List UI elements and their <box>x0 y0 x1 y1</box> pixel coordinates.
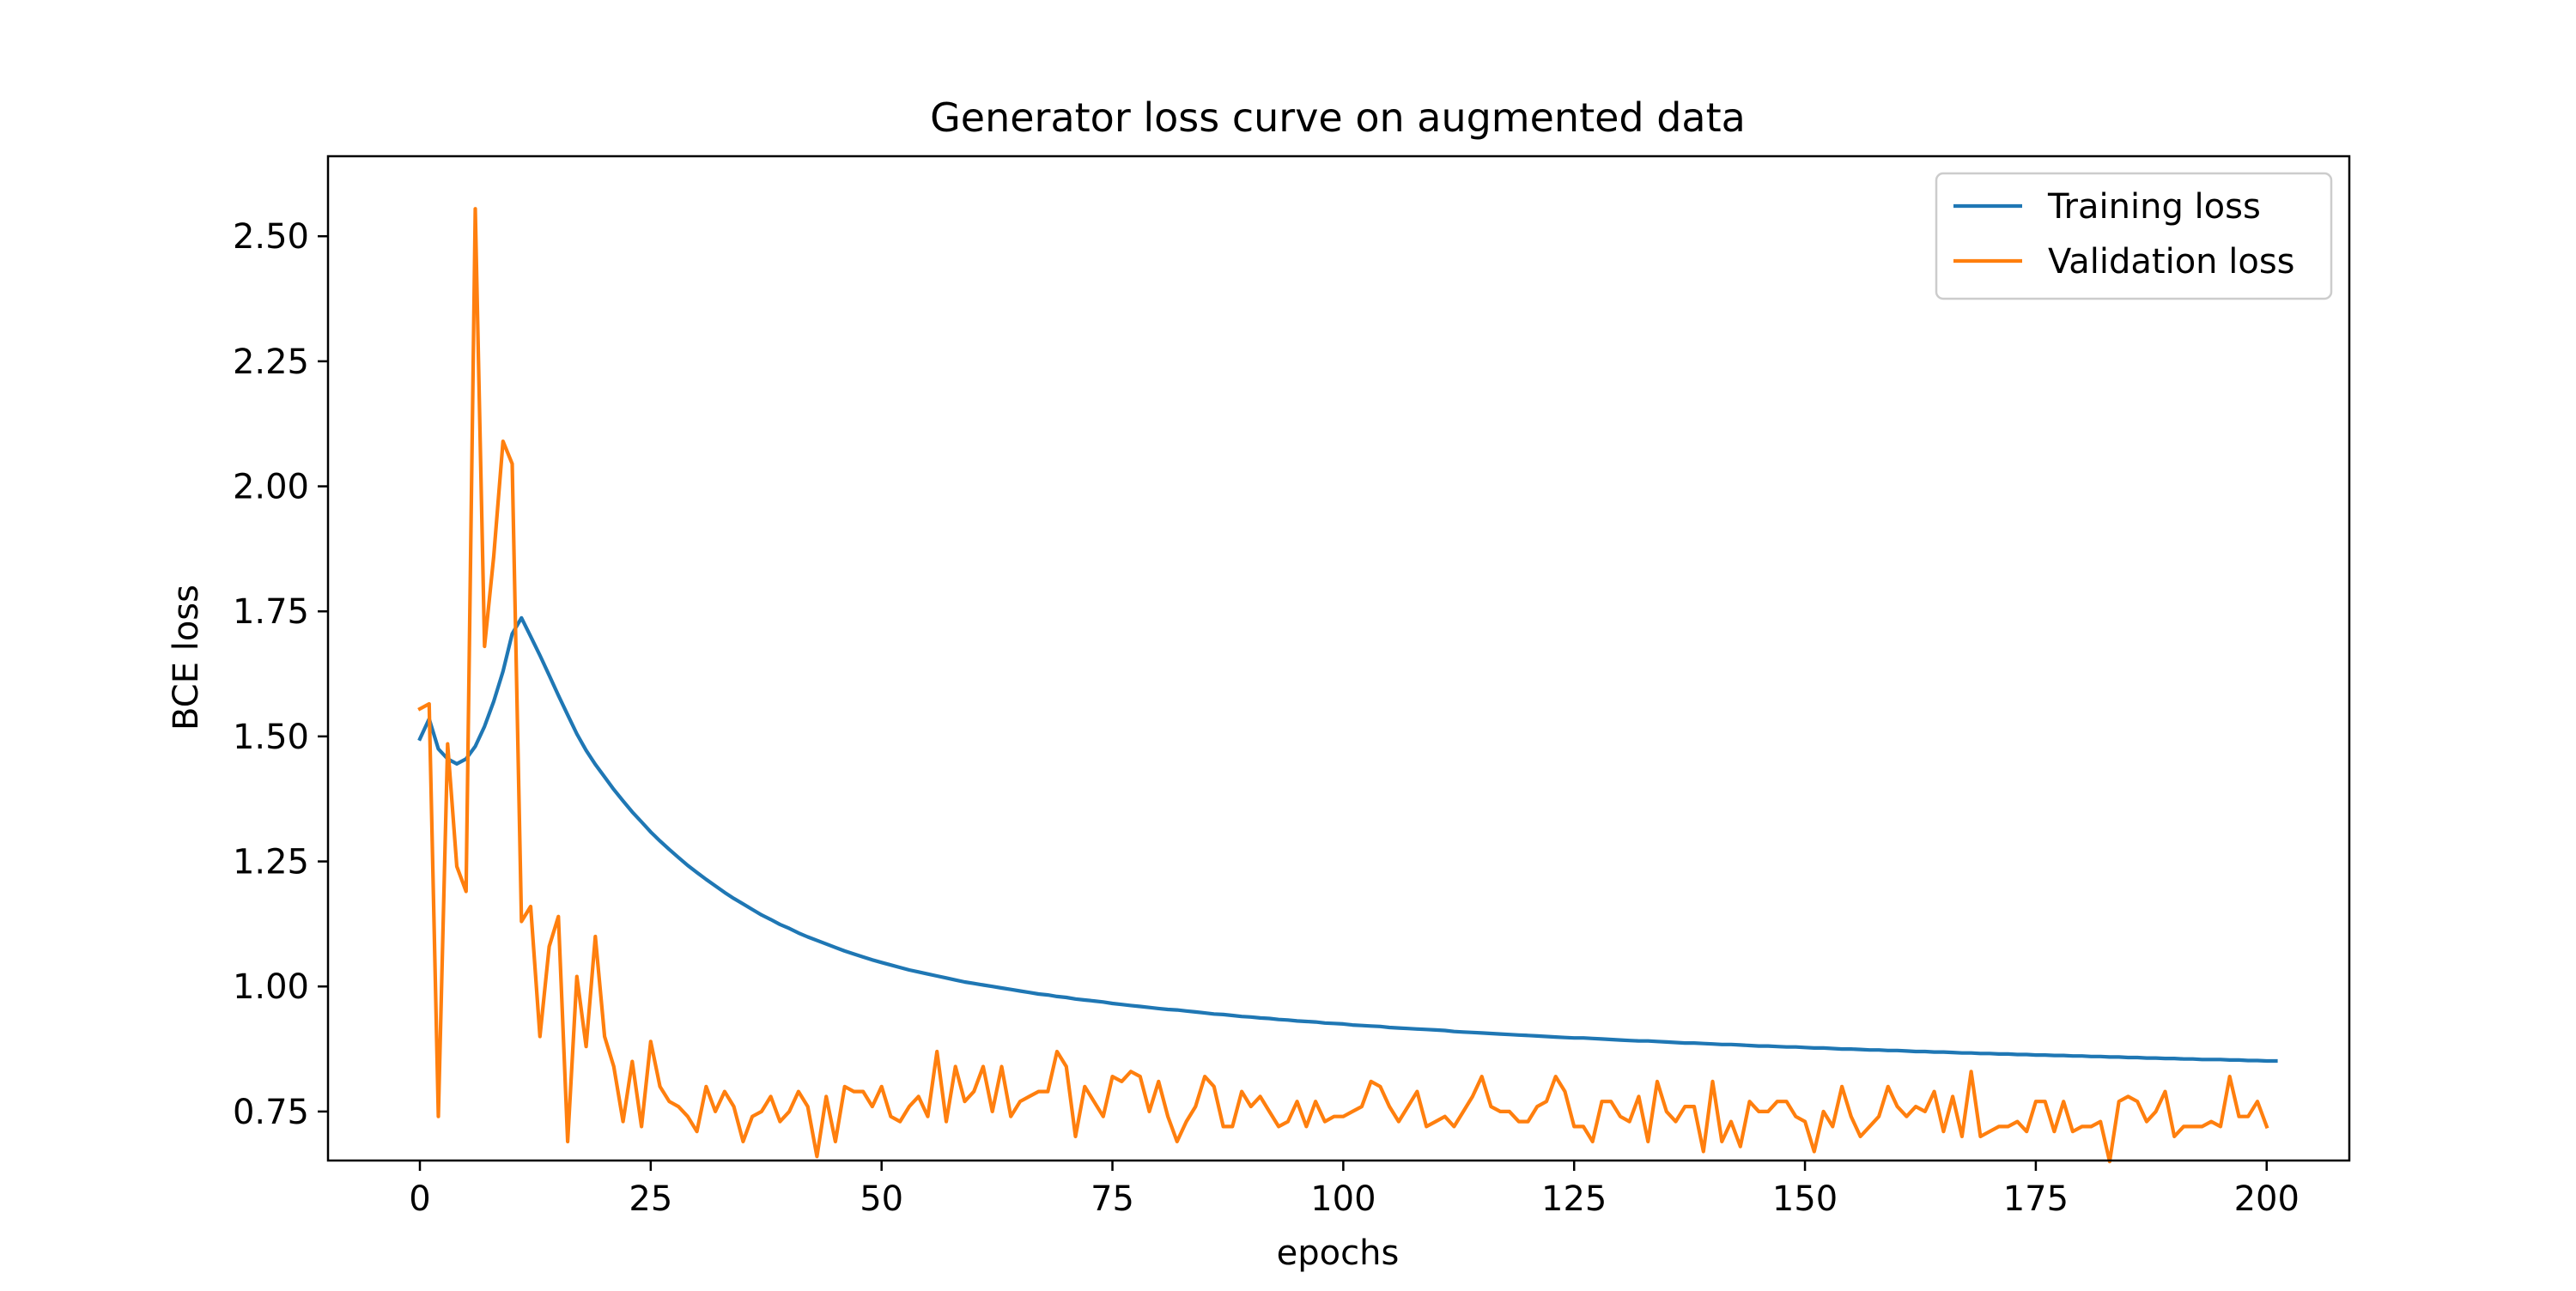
series-line-training-loss <box>417 615 2278 1064</box>
legend-box <box>1935 172 2333 300</box>
axis-ticks: 0 25 50 75 100 125 150 175 200 0.75 1.00 1.25 1.50 1.… <box>233 217 2300 1219</box>
x-tick-label: 75 <box>1091 1179 1134 1219</box>
series-line-validation-loss <box>417 207 2269 1164</box>
chart-title: Generator loss curve on augmented data <box>930 94 1746 141</box>
x-tick-label: 125 <box>1541 1179 1607 1219</box>
y-tick-label: 0.75 <box>233 1093 309 1132</box>
y-tick-label: 2.25 <box>233 342 309 382</box>
x-tick-label: 150 <box>1772 1179 1838 1219</box>
y-tick-label: 1.50 <box>233 718 309 757</box>
legend-label-training-loss: Training loss <box>2047 187 2261 227</box>
y-axis-label: BCE loss <box>167 585 206 730</box>
y-tick-label: 1.00 <box>233 967 309 1007</box>
y-tick-label: 2.50 <box>233 217 309 257</box>
x-tick-label: 175 <box>2003 1179 2069 1219</box>
y-tick-label: 1.75 <box>233 592 309 632</box>
legend-label-validation-loss: Validation loss <box>2048 242 2295 282</box>
x-tick-label: 100 <box>1310 1179 1376 1219</box>
y-tick-label: 2.00 <box>233 468 309 507</box>
axes-frame <box>326 155 2351 1162</box>
x-tick-label: 50 <box>860 1179 903 1219</box>
y-tick-label: 1.25 <box>233 843 309 882</box>
x-tick-label: 200 <box>2234 1179 2300 1219</box>
x-axis-label: epochs <box>1277 1233 1400 1273</box>
legend: Training loss Validation loss <box>1935 172 2333 300</box>
x-tick-label: 25 <box>629 1179 672 1219</box>
x-tick-label: 0 <box>409 1179 430 1219</box>
plot-area <box>417 207 2278 1164</box>
